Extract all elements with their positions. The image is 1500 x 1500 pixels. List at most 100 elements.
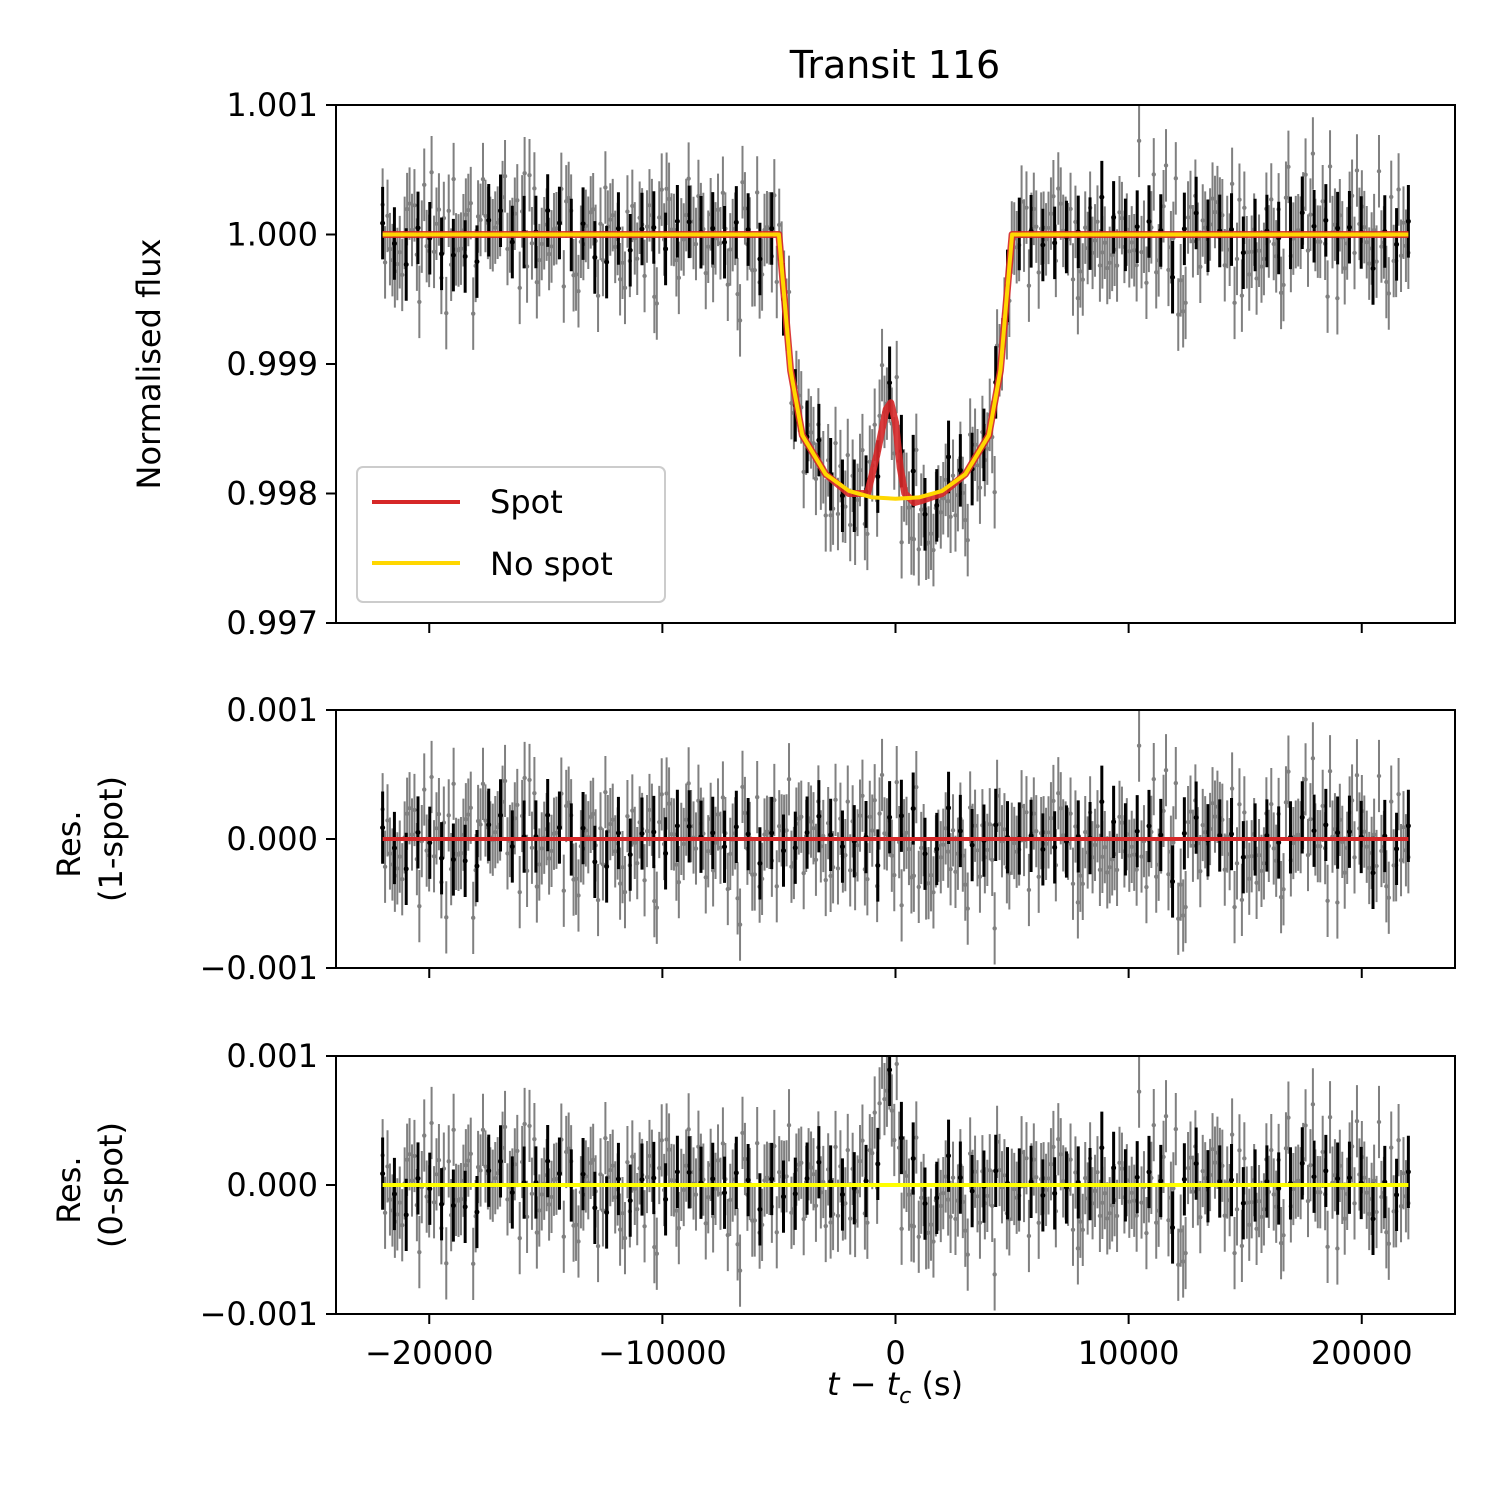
raw-data-point	[945, 1197, 951, 1202]
binned-data-point	[733, 219, 739, 225]
raw-data-point	[926, 880, 931, 886]
binned-data-point	[592, 1205, 598, 1211]
raw-data-point	[1048, 1162, 1054, 1167]
raw-data-point	[870, 1150, 875, 1156]
raw-data-point	[931, 1239, 936, 1244]
raw-data-point	[617, 881, 623, 886]
raw-data-point	[1354, 773, 1360, 778]
raw-data-point	[400, 272, 405, 278]
legend-label-spot: Spot	[490, 483, 563, 521]
raw-data-point	[867, 459, 872, 465]
x-label-unit: (s)	[911, 1365, 963, 1403]
binned-data-point	[1370, 1216, 1376, 1222]
raw-data-point	[1109, 1203, 1115, 1208]
raw-data-point	[1048, 816, 1054, 821]
raw-data-point	[534, 1230, 540, 1235]
raw-data-point	[412, 203, 417, 208]
raw-data-point	[1176, 916, 1181, 921]
raw-data-point	[1173, 176, 1179, 181]
raw-data-point	[860, 447, 865, 453]
binned-data-point	[769, 1176, 775, 1182]
raw-data-point	[549, 1194, 554, 1200]
raw-data-point	[475, 818, 481, 824]
raw-data-point	[1271, 846, 1276, 851]
raw-data-point	[622, 285, 628, 291]
raw-data-point	[1117, 210, 1122, 215]
raw-data-point	[1239, 1243, 1245, 1249]
binned-residual-points	[380, 1056, 1411, 1264]
y-top-tick-label: 0.998	[226, 475, 318, 513]
raw-data-point	[681, 1187, 686, 1193]
x-tick-label: −10000	[598, 1334, 727, 1372]
binned-data-point	[1040, 1192, 1046, 1198]
binned-data-point	[391, 845, 397, 851]
raw-data-point	[926, 1230, 931, 1235]
raw-data-point	[671, 832, 677, 837]
raw-data-point	[1200, 822, 1205, 828]
raw-data-point	[612, 1195, 618, 1200]
raw-data-point	[654, 301, 660, 306]
raw-data-point	[1256, 248, 1262, 253]
raw-data-point	[1247, 876, 1252, 882]
binned-data-point	[1040, 846, 1046, 852]
raw-data-point	[833, 440, 838, 446]
raw-data-point	[899, 540, 904, 545]
binned-data-point	[1193, 815, 1199, 821]
raw-data-point	[502, 778, 508, 784]
raw-data-point	[505, 851, 510, 856]
binned-data-point	[710, 1176, 716, 1182]
binned-data-point	[627, 247, 633, 253]
binned-data-point	[498, 1158, 504, 1164]
raw-data-point	[527, 777, 532, 783]
raw-data-point	[1210, 801, 1215, 806]
raw-data-point	[676, 879, 682, 885]
raw-data-point	[603, 789, 608, 795]
raw-data-point	[463, 212, 469, 217]
y-axis-label-0-spot: Res. (0-spot)	[50, 1122, 130, 1248]
binned-data-point	[1229, 831, 1235, 837]
raw-data-point	[752, 267, 757, 273]
raw-data-point	[1269, 801, 1274, 807]
raw-data-point	[774, 1230, 779, 1235]
raw-data-point	[1080, 277, 1085, 282]
raw-data-point	[710, 263, 716, 269]
binned-data-point	[427, 1186, 433, 1192]
y-axis-label-flux: Normalised flux	[130, 239, 168, 490]
raw-data-point	[539, 846, 544, 851]
binned-data-point	[1134, 828, 1140, 834]
raw-data-point	[901, 1170, 907, 1175]
binned-data-point	[1346, 829, 1352, 835]
raw-data-point	[1136, 138, 1142, 144]
raw-data-point	[833, 1144, 838, 1150]
raw-data-point	[860, 793, 865, 798]
binned-data-point	[1170, 879, 1176, 885]
binned-data-point	[686, 823, 692, 829]
binned-data-point	[1181, 226, 1187, 232]
binned-data-point	[627, 852, 633, 858]
raw-data-point	[529, 845, 535, 850]
raw-data-point	[554, 226, 559, 231]
binned-data-point	[722, 1190, 728, 1196]
raw-data-point	[1332, 1172, 1338, 1178]
binned-data-point	[415, 225, 421, 231]
raw-data-point	[1173, 1126, 1179, 1132]
raw-data-point	[1180, 1259, 1186, 1264]
raw-data-point	[985, 1193, 990, 1199]
raw-data-point	[1117, 1160, 1122, 1166]
raw-data-point	[422, 787, 427, 792]
raw-data-point	[872, 798, 877, 803]
raw-data-point	[1269, 197, 1274, 202]
binned-data-point	[674, 823, 680, 829]
binned-data-point	[439, 251, 445, 257]
binned-data-point	[545, 1158, 551, 1164]
raw-data-point	[1327, 769, 1333, 774]
raw-data-point	[1332, 222, 1338, 227]
raw-data-point	[1327, 1115, 1333, 1120]
raw-data-point	[468, 805, 473, 810]
raw-data-point	[407, 1152, 412, 1157]
binned-data-point	[1240, 250, 1246, 256]
raw-data-point	[1129, 1190, 1134, 1196]
binned-data-point	[663, 1196, 669, 1202]
raw-data-point	[867, 1148, 872, 1153]
raw-data-point	[1012, 1186, 1017, 1192]
